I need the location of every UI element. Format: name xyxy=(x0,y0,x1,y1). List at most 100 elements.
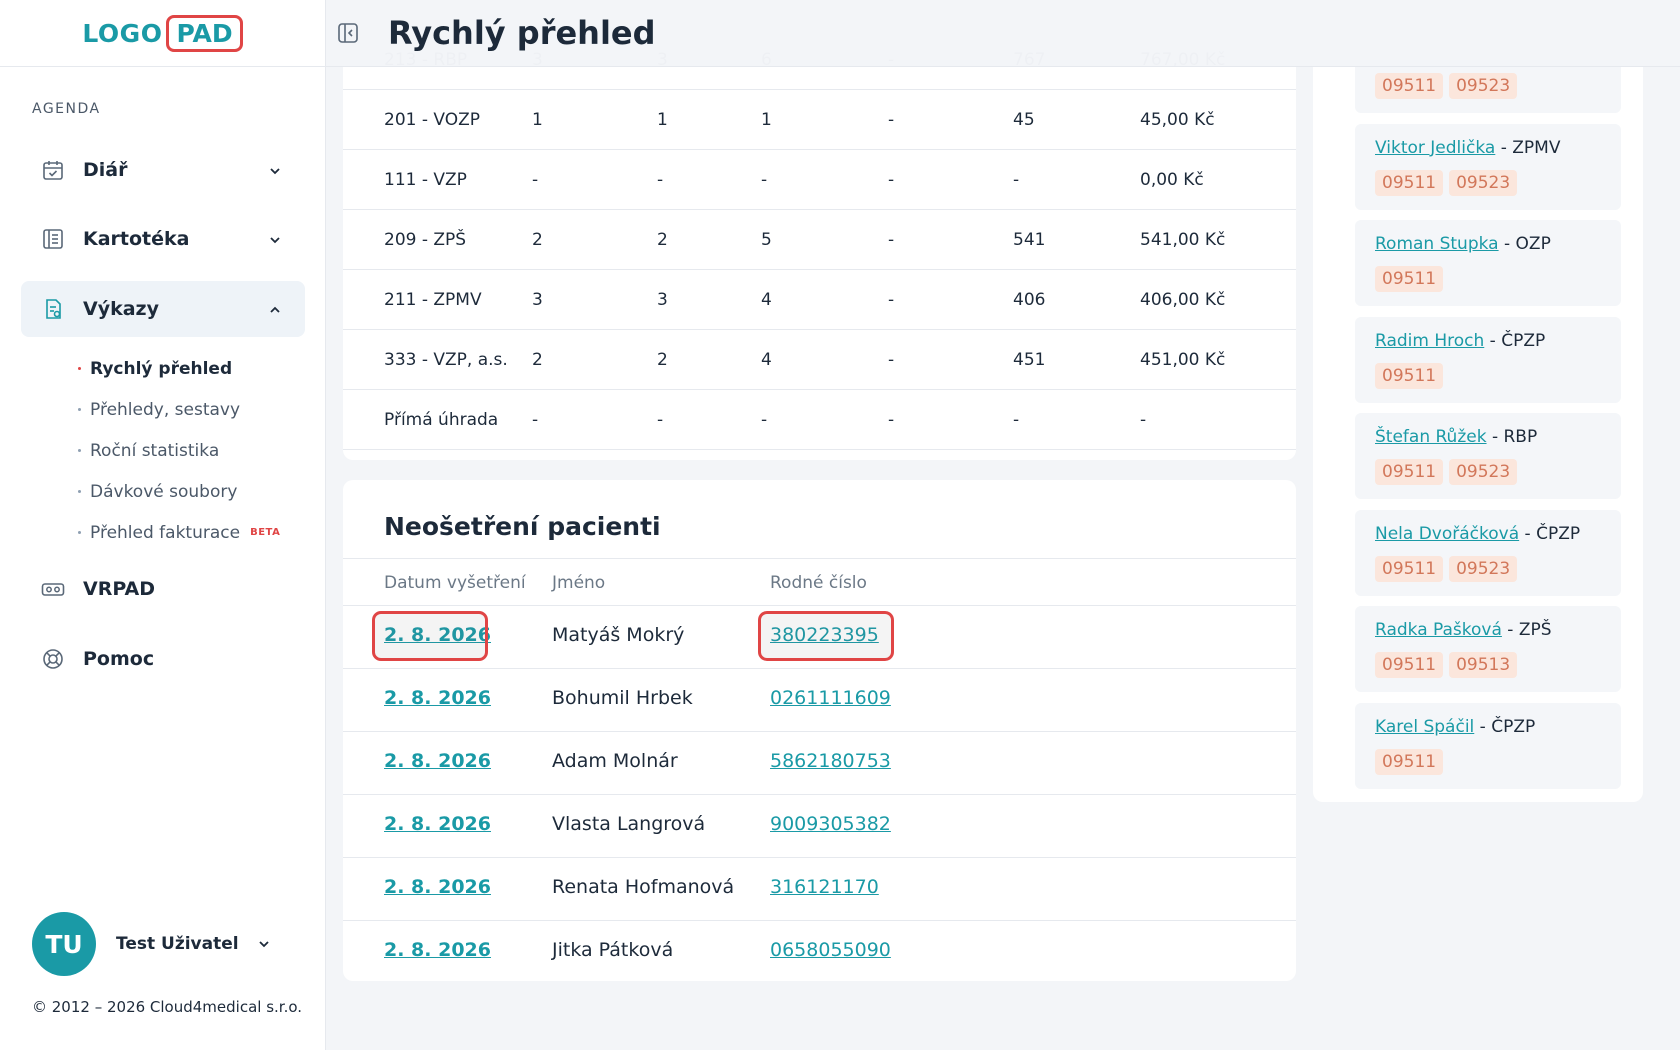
procedure-codes: 09511 xyxy=(1375,362,1444,389)
logo[interactable]: LOGO PAD xyxy=(82,14,243,52)
sidebar-item-kartoteka[interactable]: Kartotéka xyxy=(21,211,305,267)
procedure-code-badge: 09511 xyxy=(1375,748,1444,775)
procedure-code-badge: 09511 xyxy=(1375,555,1444,582)
table-cell-name: 211 - ZPMV xyxy=(384,290,482,310)
exam-date-link[interactable]: 2. 8. 2026 xyxy=(384,813,491,835)
insurance-label: - RBP xyxy=(1486,427,1538,447)
patient-row: 2. 8. 2026 Renata Hofmanová 316121170 xyxy=(343,858,1296,921)
procedure-code-badge: 09511 xyxy=(1375,459,1444,485)
procedure-code-badge: 09523 xyxy=(1449,555,1518,582)
procedure-code-badge: 09511 xyxy=(1375,73,1444,99)
insurance-label: - ZPMV xyxy=(1495,137,1561,158)
insurance-label: - ČPZP xyxy=(1474,716,1536,737)
user-menu[interactable]: TU Test Uživatel xyxy=(32,912,292,976)
page-title: Rychlý přehled xyxy=(388,14,656,52)
table-row: 209 - ZPŠ 2 2 5 - 541 541,00 Kč xyxy=(343,210,1296,270)
subnav-item-rocni-statistika[interactable]: Roční statistika xyxy=(78,430,280,471)
vr-headset-icon xyxy=(41,577,65,601)
patient-row: 2. 8. 2026 Adam Molnár 5862180753 xyxy=(343,732,1296,795)
table-cell-c1: - xyxy=(532,170,539,190)
sidebar-item-vrpad[interactable]: VRPAD xyxy=(21,561,305,617)
column-header-name: Jméno xyxy=(552,573,606,593)
sidebar-item-label: Pomoc xyxy=(83,648,155,670)
user-name: Test Uživatel xyxy=(116,934,239,954)
table-cell-c1: - xyxy=(532,410,539,430)
patient-link[interactable]: Radka Pašková xyxy=(1375,620,1502,640)
patient-card: Radka Pašková - ZPŠ 09511 09513 xyxy=(1355,606,1621,692)
exam-date-link[interactable]: 2. 8. 2026 xyxy=(384,624,491,646)
column-header-rc: Rodné číslo xyxy=(770,573,867,593)
procedure-code-badge: 09511 xyxy=(1375,169,1444,196)
patient-name: Bohumil Hrbek xyxy=(552,687,693,709)
chevron-up-icon xyxy=(267,301,283,317)
procedure-codes: 09511 09523 xyxy=(1375,73,1518,99)
birth-number-link[interactable]: 316121170 xyxy=(770,876,879,898)
chevron-down-icon xyxy=(267,162,283,178)
subnav-item-prehledy-sestavy[interactable]: Přehledy, sestavy xyxy=(78,389,280,430)
sidebar-item-pomoc[interactable]: Pomoc xyxy=(21,631,305,687)
table-cell-c3: 4 xyxy=(761,290,772,310)
table-cell-name: 209 - ZPŠ xyxy=(384,230,467,250)
patient-link[interactable]: Karel Spáčil xyxy=(1375,716,1475,737)
procedure-codes: 09511 xyxy=(1375,748,1444,775)
patient-row: 2. 8. 2026 Bohumil Hrbek 0261111609 xyxy=(343,669,1296,732)
exam-date-link[interactable]: 2. 8. 2026 xyxy=(384,876,491,898)
table-cell-total: 541,00 Kč xyxy=(1140,230,1226,250)
calendar-icon xyxy=(41,158,65,182)
birth-number-link[interactable]: 5862180753 xyxy=(770,750,891,772)
patient-name: Matyáš Mokrý xyxy=(552,624,685,646)
patient-link[interactable]: Štefan Růžek xyxy=(1375,427,1487,447)
table-cell-c4: - xyxy=(888,290,895,310)
table-cell-c4: - xyxy=(888,230,895,250)
table-cell-c2: - xyxy=(657,170,664,190)
procedure-codes: 09511 xyxy=(1375,266,1444,292)
subnav-item-prehled-fakturace[interactable]: Přehled fakturace BETA xyxy=(78,512,280,553)
sidebar-item-label: Výkazy xyxy=(83,298,159,320)
patient-row: 2. 8. 2026 Jitka Pátková 0658055090 xyxy=(343,921,1296,981)
patient-label: Nela Dvořáčková - ČPZP xyxy=(1375,524,1580,544)
table-cell-c5: - xyxy=(1013,410,1020,430)
sidebar-item-label: Kartotéka xyxy=(83,228,190,250)
birth-number-link[interactable]: 0658055090 xyxy=(770,939,891,961)
birth-number-link[interactable]: 380223395 xyxy=(770,624,879,646)
patient-link[interactable]: Nela Dvořáčková xyxy=(1375,523,1520,544)
insurance-label: - ČPZP xyxy=(1484,330,1546,351)
chevron-down-icon xyxy=(267,231,283,247)
procedure-code-badge: 09523 xyxy=(1449,459,1518,485)
address-book-icon xyxy=(41,227,65,251)
chevron-down-icon xyxy=(256,936,272,952)
table-row: 111 - VZP - - - - - 0,00 Kč xyxy=(343,150,1296,210)
table-cell-total: 451,00 Kč xyxy=(1140,350,1226,370)
section-title: Neošetření pacienti xyxy=(384,512,661,541)
birth-number-link[interactable]: 0261111609 xyxy=(770,687,891,709)
patient-card: Roman Stupka - OZP 09511 xyxy=(1355,220,1621,306)
collapse-sidebar-icon[interactable] xyxy=(336,21,360,45)
table-cell-name: 111 - VZP xyxy=(384,170,467,190)
exam-date-link[interactable]: 2. 8. 2026 xyxy=(384,750,491,772)
exam-date-link[interactable]: 2. 8. 2026 xyxy=(384,687,491,709)
sidebar-item-label: Diář xyxy=(83,159,128,181)
patient-card: Karel Spáčil - ČPZP 09511 xyxy=(1355,702,1621,789)
procedure-codes: 09511 09523 xyxy=(1375,169,1518,196)
patient-link[interactable]: Roman Stupka xyxy=(1375,234,1499,254)
table-cell-name: Přímá úhrada xyxy=(384,410,499,430)
patient-card: Viktor Jedlička - ZPMV 09511 09523 xyxy=(1355,123,1621,210)
sidebar-item-diar[interactable]: Diář xyxy=(21,142,305,198)
exam-date-link[interactable]: 2. 8. 2026 xyxy=(384,939,491,961)
logo-text-right: PAD xyxy=(166,14,243,52)
patient-link[interactable]: Viktor Jedlička xyxy=(1375,137,1496,158)
table-cell-c5: 406 xyxy=(1013,290,1046,310)
table-cell-c3: 4 xyxy=(761,350,772,370)
subnav-item-rychly-prehled[interactable]: Rychlý přehled xyxy=(78,348,280,389)
table-cell-c2: 2 xyxy=(657,230,668,250)
patient-label: Radim Hroch - ČPZP xyxy=(1375,331,1545,351)
procedure-code-badge: 09511 xyxy=(1375,652,1444,678)
patient-link[interactable]: Radim Hroch xyxy=(1375,330,1485,351)
subnav-label: Přehledy, sestavy xyxy=(90,399,241,420)
birth-number-link[interactable]: 9009305382 xyxy=(770,813,891,835)
sidebar-item-vykazy[interactable]: Výkazy xyxy=(21,281,305,337)
subnav-item-davkove-soubory[interactable]: Dávkové soubory xyxy=(78,471,280,512)
insurance-summary-card: 213 - RBP336-767767,00 Kč201 - VOZP111-4… xyxy=(343,40,1296,460)
procedure-code-badge: 09523 xyxy=(1449,169,1518,196)
table-cell-c3: 5 xyxy=(761,230,772,250)
